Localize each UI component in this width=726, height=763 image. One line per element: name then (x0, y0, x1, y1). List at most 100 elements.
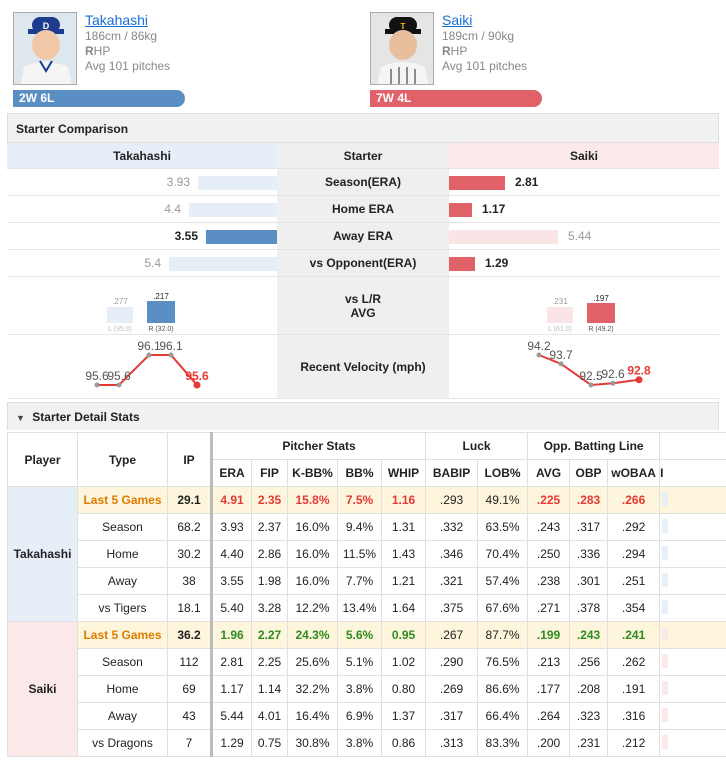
right-pitcher-card: T Saiki 189cm / 90kg RHP Avg 101 pitches (370, 0, 670, 110)
player-cell[interactable]: Saiki (7, 621, 78, 757)
group-luck: Luck (425, 432, 529, 460)
table-cell: 24.3% (287, 621, 338, 649)
col-header: LOB% (477, 459, 529, 487)
table-cell: .269 (425, 675, 479, 703)
table-row: Away 38 3.55 1.98 16.0% 7.7% 1.21.321 57.4% .238… (8, 567, 726, 595)
table-cell: 0.80 (380, 675, 427, 703)
table-cell: Home (77, 675, 168, 703)
table-cell: 13.4% (337, 594, 382, 622)
table-cell: .378 (569, 594, 609, 622)
svg-text:T: T (401, 22, 406, 31)
table-cell: .243 (569, 621, 609, 649)
extra-bar-stub (662, 518, 669, 533)
velocity-label: 96.1 (159, 339, 183, 353)
right-pitcher-size: 189cm / 90kg (442, 29, 515, 43)
table-cell: .354 (607, 594, 661, 622)
right-pitcher-pitches: Avg 101 pitches (442, 59, 528, 73)
table-cell: .317 (569, 513, 609, 541)
table-row: vs Tigers 18.1 5.40 3.28 12.2% 13.4% 1.64.375 6… (8, 594, 726, 622)
velocity-label: 95.6 (107, 369, 131, 383)
table-cell: 1.96 (211, 621, 252, 649)
velocity-point (94, 382, 100, 388)
table-row: Home 30.2 4.40 2.86 16.0% 11.5% 1.43.346 70.4%.… (8, 540, 726, 568)
right-pitcher-hand: RHP (442, 44, 468, 58)
velocity-label: 95.6 (185, 369, 209, 383)
table-cell: Last 5 Games (77, 486, 168, 514)
table-cell: 36.2 (167, 621, 213, 649)
table-row: Home 69 1.17 1.14 32.2% 3.8% 0.80.269 86.6% .177… (8, 675, 726, 703)
table-cell: 25.6% (287, 648, 338, 676)
table-row: Season 112 2.81 2.25 25.6% 5.1% 1.02.290 76.5%.… (8, 648, 726, 676)
table-cell: .313 (425, 729, 479, 757)
table-cell: Away (77, 702, 168, 730)
left-l-ip: L (35.0) (108, 326, 132, 333)
table-cell: Season (77, 648, 168, 676)
comparison-row: 3.93 Season(ERA) 2.81 (7, 169, 719, 196)
left-pitcher-name[interactable]: Takahashi (85, 12, 149, 28)
table-cell: .200 (527, 729, 571, 757)
col-header: BABIP (425, 459, 479, 487)
col-header: ERA (211, 459, 252, 487)
table-cell-extra (659, 513, 726, 541)
table-cell: 5.40 (211, 594, 252, 622)
col-header: FIP (251, 459, 288, 487)
table-cell: 69 (167, 675, 213, 703)
velocity-point (558, 361, 564, 367)
right-pitcher-name[interactable]: Saiki (442, 12, 473, 28)
table-cell-extra (659, 729, 726, 757)
table-cell: vs Dragons (77, 729, 168, 757)
table-cell: .293 (425, 486, 479, 514)
table-cell: .208 (569, 675, 609, 703)
table-cell: .292 (607, 513, 661, 541)
right-value: 2.81 (515, 175, 539, 189)
table-cell: 30.8% (287, 729, 338, 757)
table-cell: 1.21 (380, 567, 427, 595)
player-cell[interactable]: Takahashi (7, 486, 78, 622)
table-cell: vs Tigers (77, 594, 168, 622)
detail-stats-header[interactable]: ▼ Starter Detail Stats (7, 402, 719, 430)
table-cell-extra (659, 702, 726, 730)
table-cell: 67.6% (477, 594, 529, 622)
right-r-bar (587, 303, 615, 323)
group-opp-batting: Opp. Batting Line (527, 432, 661, 460)
comparison-row: 3.55 Away ERA 5.44 (7, 223, 719, 250)
table-cell: .283 (569, 486, 609, 514)
table-cell: 18.1 (167, 594, 213, 622)
col-header: OBP (569, 459, 609, 487)
velocity-point (588, 382, 594, 388)
extra-bar-stub (662, 707, 669, 722)
table-cell: 3.8% (337, 675, 382, 703)
left-value: 5.4 (144, 256, 161, 270)
table-cell: Last 5 Games (77, 621, 168, 649)
detail-stats-table: Player Type IP Pitcher Stats Luck Opp. B… (7, 432, 726, 757)
table-cell: 3.8% (337, 729, 382, 757)
col-type: Type (77, 432, 168, 487)
group-extra (659, 432, 726, 460)
table-cell: 1.02 (380, 648, 427, 676)
table-cell: 2.25 (251, 648, 288, 676)
left-r-bar (147, 301, 175, 323)
table-cell: 12.2% (287, 594, 338, 622)
table-cell: 9.4% (337, 513, 382, 541)
col-ip: IP (167, 432, 213, 487)
table-cell: 87.7% (477, 621, 529, 649)
table-cell: 4.01 (251, 702, 288, 730)
col-player: Player (7, 432, 78, 487)
table-cell: .177 (527, 675, 571, 703)
table-cell: 30.2 (167, 540, 213, 568)
table-cell: 2.37 (251, 513, 288, 541)
table-cell: .256 (569, 648, 609, 676)
table-cell-extra (659, 675, 726, 703)
left-pitcher-hand: RHP (85, 44, 111, 58)
table-cell: .250 (527, 540, 571, 568)
table-cell: 1.64 (380, 594, 427, 622)
left-bar (198, 176, 277, 190)
table-cell: .321 (425, 567, 479, 595)
table-cell: .191 (607, 675, 661, 703)
table-cell: 83.3% (477, 729, 529, 757)
right-pitcher-photo: T (370, 12, 434, 85)
left-value: 4.4 (164, 202, 181, 216)
velocity-point (610, 380, 616, 386)
col-header: K-BB% (287, 459, 338, 487)
table-cell-extra (659, 567, 726, 595)
